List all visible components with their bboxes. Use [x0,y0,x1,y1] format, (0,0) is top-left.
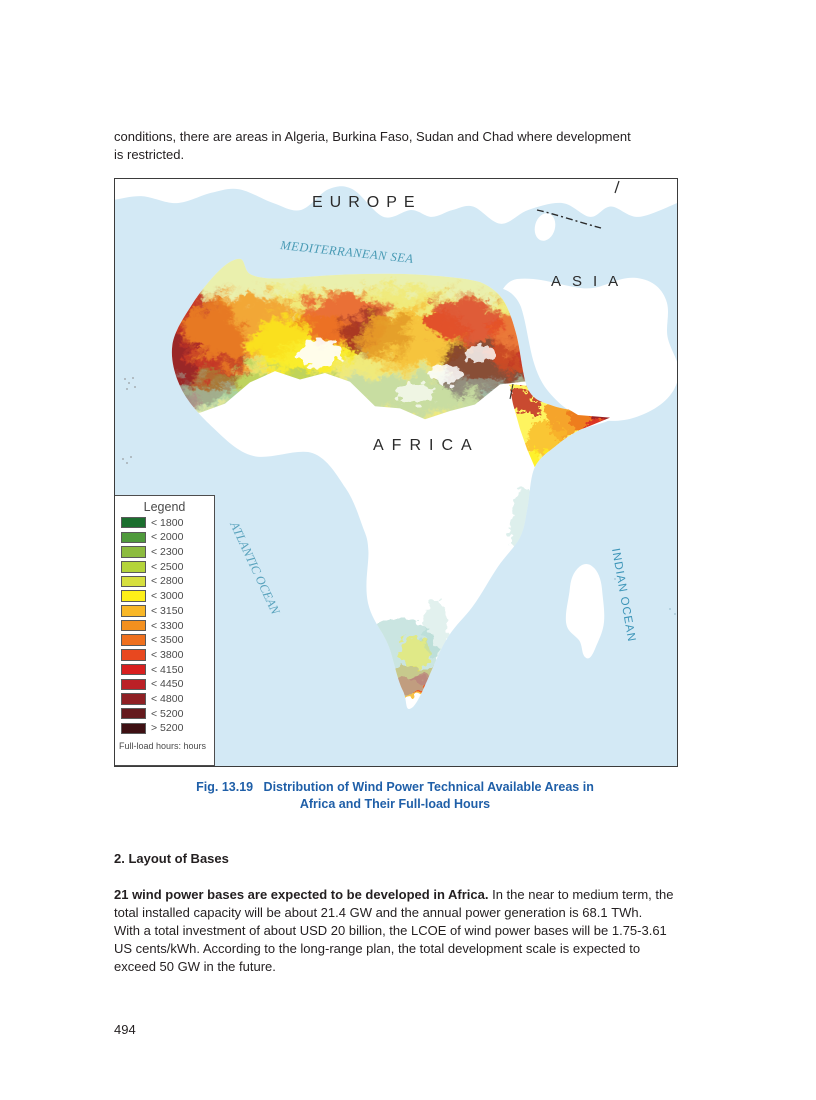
svg-text:EUROPE: EUROPE [312,194,422,211]
svg-text:AFRICA: AFRICA [373,437,480,454]
svg-text:ASIA: ASIA [551,273,629,290]
